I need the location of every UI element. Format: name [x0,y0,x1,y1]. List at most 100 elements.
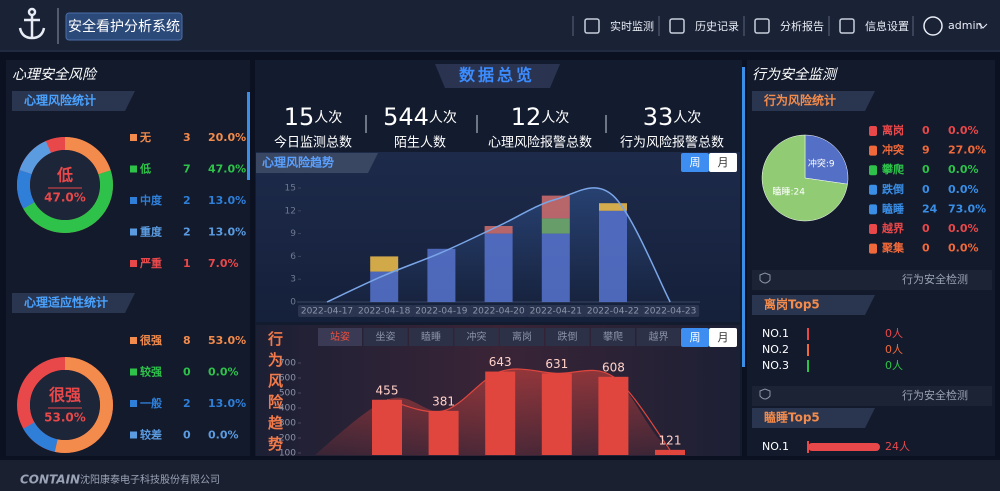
tab-label: 瞌睡 [421,330,441,343]
item-count: 0 [922,183,930,196]
footer-bg [0,460,1000,491]
section-title: 瞌睡Top5 [764,410,820,425]
legend-percent: 13.0% [208,226,246,239]
bar [598,376,629,455]
dropdown-arrow [978,23,988,29]
legend-count: 7 [183,163,191,176]
legend-name: 重度 [140,225,163,239]
rank: NO.1 [762,440,789,453]
donut-label: 很强 [49,386,81,405]
donut-segment [17,137,113,233]
bar-segment [370,271,399,302]
bar [541,373,572,455]
legend-count: 0 [183,366,191,379]
x-tick-label: 2022-04-23 [644,307,696,317]
tab-label: 坐姿 [376,330,396,343]
legend-swatch [130,260,137,267]
tab[interactable] [500,328,544,346]
panel-title: 行为安全监测 [752,67,838,83]
stat-label: 心理风险报警总数 [488,135,592,151]
stat-label: 今日监测总数 [274,135,352,151]
item-icon [869,184,877,195]
toggle-month[interactable] [709,153,737,172]
legend-name: 一般 [140,396,162,410]
legend-percent: 47.0% [208,163,246,176]
section-title: 行为风险统计 [763,93,836,108]
chart-header [256,153,378,173]
nav-item[interactable]: 信息设置 [865,19,909,33]
value-label: 643 [489,355,512,369]
legend-swatch [130,337,137,344]
legend-count: 0 [183,429,191,442]
chart-title-vertical: 行为风险趋势 [266,330,284,457]
x-label-bg [469,305,528,317]
item-name: 离岗 [882,123,904,137]
tab[interactable] [636,328,681,346]
legend-swatch [130,165,137,173]
rank-value: 0人 [885,327,903,340]
item-percent: 27.0% [948,144,986,157]
overview-header [435,64,560,88]
value-label: 631 [545,357,568,371]
stat-value: 15人次 [284,103,343,131]
x-tick-label: 2022-04-21 [530,307,582,317]
bar-segment [370,256,399,272]
bar-segment [599,203,627,211]
user-name[interactable]: admin [948,19,982,32]
x-tick-label: 2022-04-20 [472,307,525,317]
y-tick-label: 0 [290,298,296,308]
x-label-bg [584,305,642,317]
stat-value: 33人次 [643,103,702,131]
item-percent: 0.0% [948,242,979,255]
legend-name: 中度 [140,193,163,207]
pie-slice [761,134,848,222]
tab-label: 跌倒 [558,330,578,343]
stat-number: 544 [383,103,429,131]
logo [18,7,46,40]
item-count: 0 [922,163,930,176]
tab[interactable] [318,328,362,346]
rank-tick [807,344,809,356]
stat-label: 行为风险报警总数 [620,135,724,151]
y-tick-label: 200 [279,434,296,444]
legend-percent: 7.0% [208,257,239,270]
rank: NO.2 [762,343,789,356]
scrollbar [742,67,745,367]
stat-value: 544人次 [383,103,457,131]
legend-percent: 13.0% [208,397,246,410]
y-tick-label: 15 [285,184,296,194]
tab[interactable] [591,328,635,346]
section-bar [752,270,992,290]
toggle-label: 月 [718,331,729,344]
section-bar [752,386,992,406]
section-header [752,408,875,428]
legend-swatch [130,134,137,141]
pie-slice [804,134,849,185]
section-header [12,293,135,313]
rank-value: 0人 [885,359,903,372]
donut-center [30,150,100,220]
stat-number: 12 [511,103,542,131]
toggle-month[interactable] [709,328,737,347]
nav-item[interactable]: 历史记录 [695,20,739,33]
item-count: 0 [922,124,930,137]
tab[interactable] [545,328,590,346]
legend-count: 8 [183,334,191,347]
toggle-week[interactable] [681,328,709,347]
legend-count: 2 [183,397,191,410]
tab[interactable] [363,328,408,346]
legend-count: 3 [183,131,191,144]
footer-brand: CONTAIN [20,473,80,487]
legend-name: 无 [139,131,151,144]
bar-segment [427,248,456,302]
item-name: 瞌睡 [882,201,904,215]
scrollbar [247,92,250,180]
nav-item[interactable]: 实时监测 [610,19,654,33]
nav-icon [669,18,685,34]
tab[interactable] [409,328,453,346]
nav-item[interactable]: 分析报告 [780,19,824,33]
legend-percent: 0.0% [208,366,239,379]
legend-swatch [130,228,137,236]
toggle-week[interactable] [681,153,709,172]
tab[interactable] [454,328,499,346]
